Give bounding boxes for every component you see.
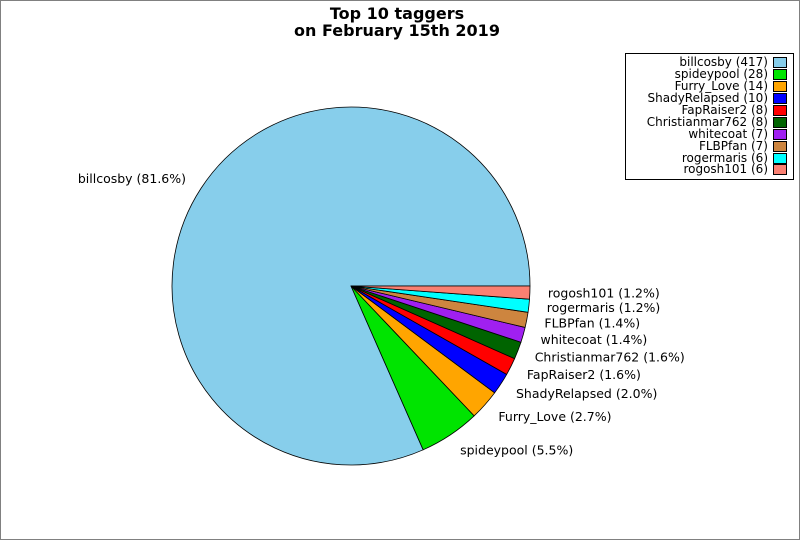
legend-label: rogosh101 (6) [683,162,768,177]
legend-swatch [773,116,787,128]
legend-swatch [773,57,787,69]
pie-label-FLBPfan: FLBPfan (1.4%) [544,316,640,331]
legend-label: FLBPfan (7) [698,138,768,153]
legend-item-whitecoat: whitecoat (7) [630,128,787,140]
legend-swatch [773,93,787,105]
legend-label: FapRaiser2 (8) [681,103,768,117]
pie-label-spideypool: spideypool (5.5%) [460,442,573,457]
legend-box: billcosby (417) spideypool (28) Furry_Love… [625,53,794,180]
legend-swatch [773,164,787,176]
legend-label: ShadyRelapsed (10) [647,91,768,106]
legend-swatch [773,105,787,116]
legend-item-rogermaris: rogermaris (6) [630,152,787,164]
legend-label: Furry_Love (14) [674,79,768,94]
pie-label-rogermaris: rogermaris (1.2%) [547,300,661,315]
legend-label: Christianmar762 (8) [646,114,768,129]
pie-label-billcosby: billcosby (81.6%) [78,171,186,186]
legend-item-Christianmar762: Christianmar762 (8) [630,114,787,129]
pie-label-Christianmar762: Christianmar762 (1.6%) [535,349,685,364]
pie-label-Furry_Love: Furry_Love (2.7%) [498,409,611,424]
legend-item-billcosby: billcosby (417) [630,55,787,70]
legend-swatch [773,152,787,164]
legend-label: whitecoat (7) [688,126,768,141]
legend-label: billcosby (417) [679,55,768,70]
legend-item-spideypool: spideypool (28) [630,67,787,82]
pie-label-ShadyRelapsed: ShadyRelapsed (2.0%) [516,386,657,401]
legend-swatch [773,140,787,152]
legend-swatch [773,81,787,93]
legend-label: rogermaris (6) [681,150,768,165]
pie-label-FapRaiser2: FapRaiser2 (1.6%) [527,367,641,382]
pie-slice-rogosh101 [350,285,531,300]
legend-item-rogosh101: rogosh101 (6) [630,162,787,177]
pie-label-rogosh101: rogosh101 (1.2%) [548,286,660,301]
legend-swatch [773,128,787,140]
legend-item-Furry_Love: Furry_Love (14) [630,79,787,94]
legend-item-FLBPfan: FLBPfan (7) [630,140,787,152]
legend-item-ShadyRelapsed: ShadyRelapsed (10) [630,91,787,106]
pie-label-whitecoat: whitecoat (1.4%) [541,332,648,347]
legend-item-FapRaiser2: FapRaiser2 (8) [630,103,787,117]
legend-label: spideypool (28) [674,67,768,82]
legend-swatch [773,69,787,81]
